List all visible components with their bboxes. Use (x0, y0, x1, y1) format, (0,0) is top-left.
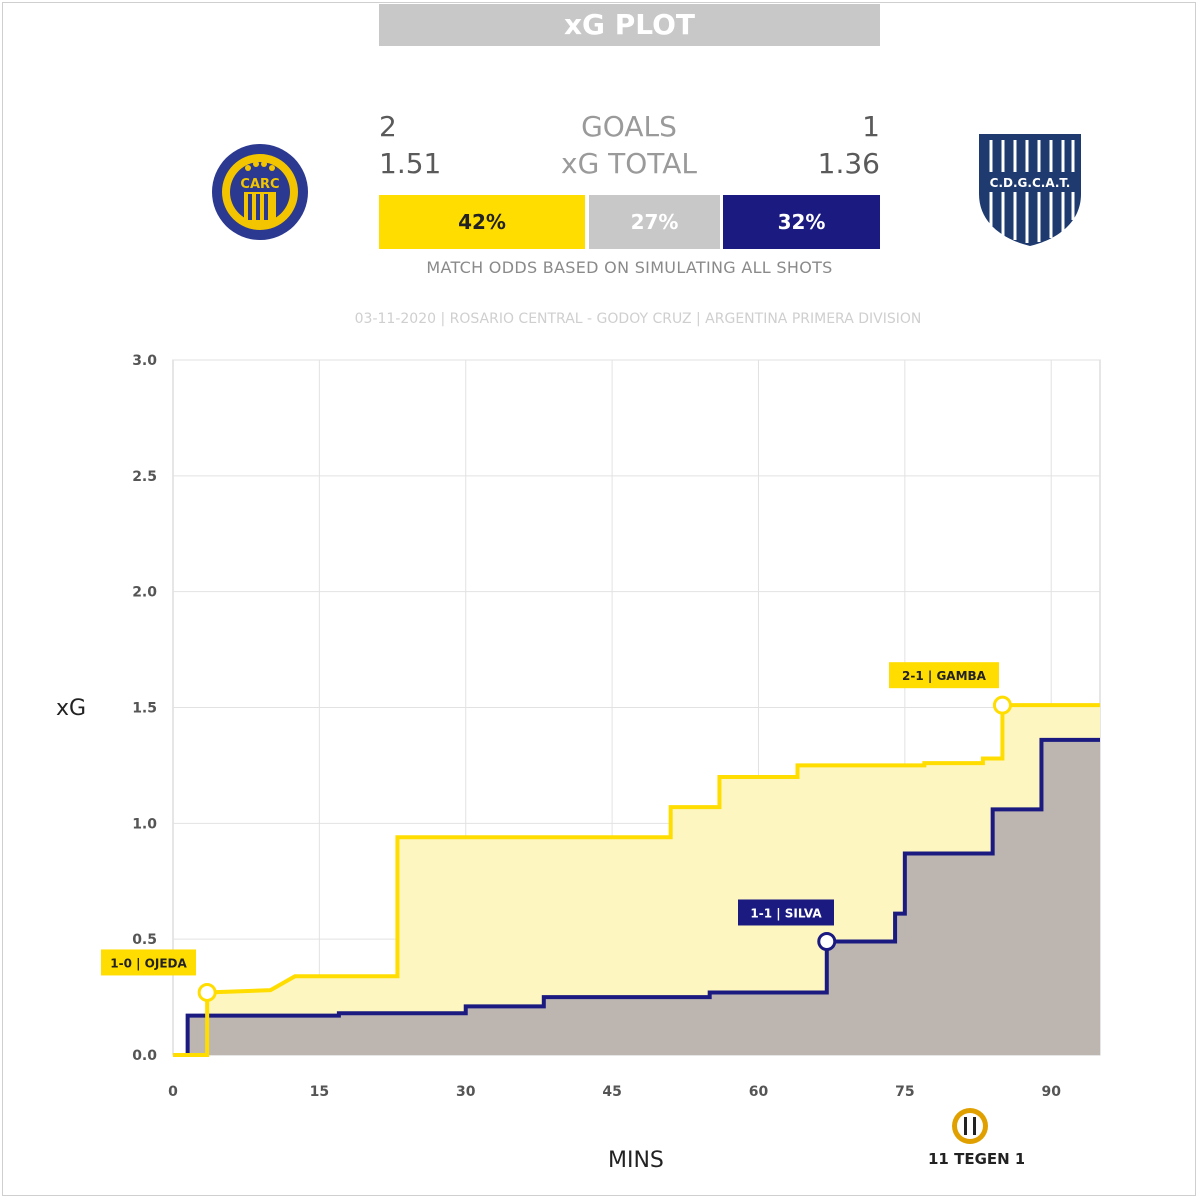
away-crest-text: C.D.G.C.A.T. (990, 176, 1071, 190)
x-tick-label: 15 (310, 1084, 329, 1100)
home-xg-line (173, 703, 1100, 1057)
y-tick-label: 2.0 (132, 585, 157, 601)
away-goals: 1 (862, 110, 880, 143)
home-xg-total: 1.51 (379, 147, 442, 180)
y-axis-title: xG (56, 696, 87, 721)
goal-label-0: 1-0 | OJEDA (110, 956, 187, 970)
x-axis-title: MINS (608, 1148, 664, 1173)
x-tick-label: 0 (168, 1084, 178, 1100)
goal-label-box (889, 662, 999, 689)
goal-label-1: 1-1 | SILVA (750, 906, 822, 920)
draw-probability: 27% (589, 195, 720, 249)
home-goals: 2 (379, 110, 397, 143)
xg-total-label: xG TOTAL (561, 147, 697, 180)
home-win-probability: 42% (379, 195, 585, 249)
x-tick-label: 30 (456, 1084, 476, 1100)
y-tick-label: 1.5 (132, 701, 157, 717)
y-tick-label: 1.0 (132, 816, 157, 832)
goal-label-box (738, 899, 834, 926)
away-crest-icon: C.D.G.C.A.T. (979, 134, 1081, 246)
goal-label-2: 2-1 | GAMBA (902, 669, 987, 683)
away-xg-line (173, 737, 1100, 1057)
x-tick-label: 60 (749, 1084, 769, 1100)
away-xg-total: 1.36 (817, 147, 880, 180)
goal-label-box (101, 949, 196, 976)
goal-marker (197, 982, 217, 1002)
x-tick-label: 45 (602, 1084, 621, 1100)
x-tick-label: 90 (1041, 1084, 1061, 1100)
away-win-probability: 32% (723, 195, 880, 249)
goal-marker (992, 695, 1012, 715)
y-tick-label: 3.0 (132, 353, 157, 369)
goal-marker (817, 931, 837, 951)
x-tick-label: 75 (895, 1084, 914, 1100)
match-info: 03-11-2020 | ROSARIO CENTRAL - GODOY CRU… (354, 311, 922, 327)
chart-title: xG PLOT (379, 4, 880, 46)
y-tick-label: 0.0 (132, 1048, 157, 1064)
home-crest-icon: CARC (212, 144, 308, 240)
brand-logo-icon: 11 TEGEN 11 (928, 1108, 1024, 1168)
brand-text: 11 TEGEN 11 (928, 1150, 1024, 1168)
goals-label: GOALS (581, 110, 677, 143)
home-crest-text: CARC (240, 177, 279, 192)
y-tick-label: 2.5 (132, 469, 157, 485)
y-tick-label: 0.5 (132, 932, 157, 948)
away-xg-area (173, 739, 1100, 1055)
odds-note: MATCH ODDS BASED ON SIMULATING ALL SHOTS (426, 258, 833, 277)
